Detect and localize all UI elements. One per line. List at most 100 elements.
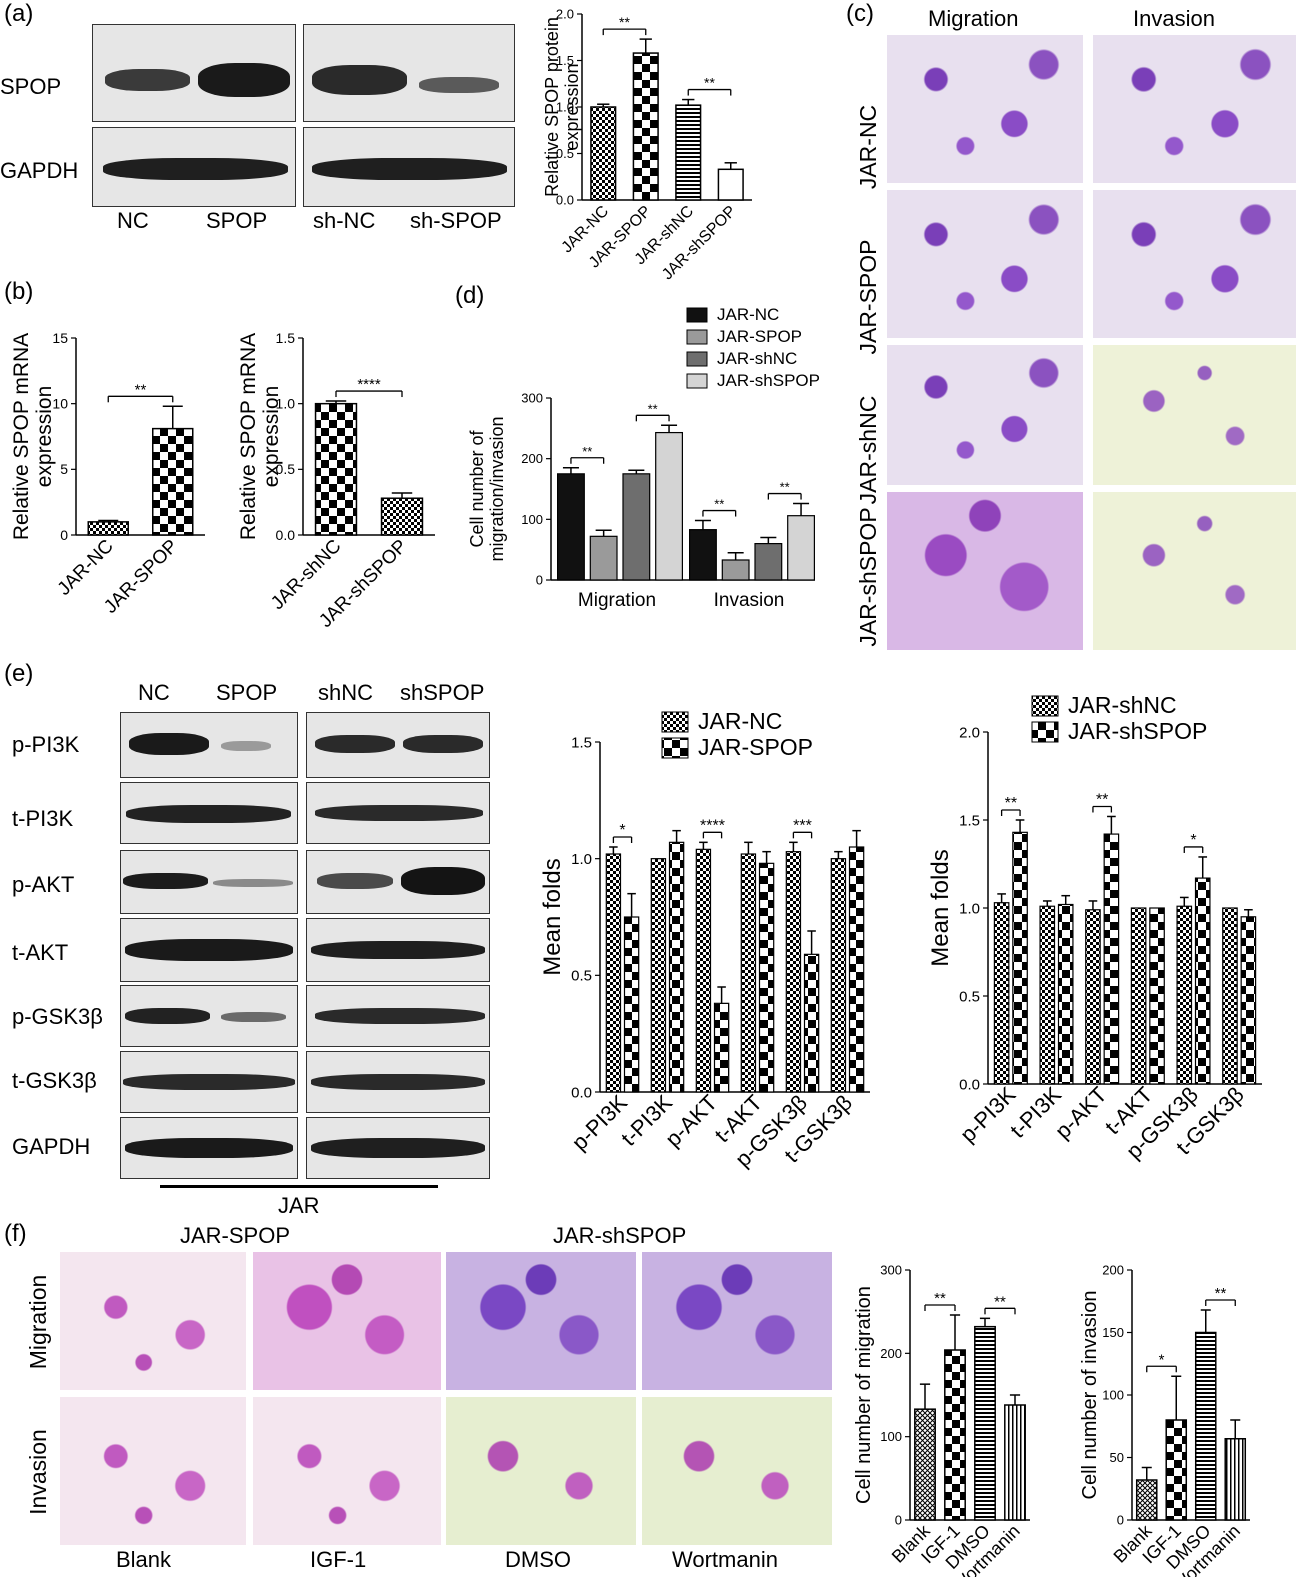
legend-label: JAR-shNC xyxy=(1068,692,1177,718)
x-tick-label: JAR-shSPOP xyxy=(659,203,740,284)
bar xyxy=(650,858,667,1093)
y-axis-label: Relative SPOP mRNA xyxy=(237,333,260,540)
blot-a-lane-label: sh-SPOP xyxy=(410,208,502,233)
significance-label: ** xyxy=(648,401,658,416)
micrograph xyxy=(60,1397,246,1545)
significance-label: ** xyxy=(934,1290,946,1307)
bar xyxy=(675,104,702,201)
bar xyxy=(590,106,617,201)
micrograph xyxy=(887,345,1083,485)
y-tick-label: 0 xyxy=(60,527,68,543)
bar xyxy=(1130,907,1147,1085)
bar xyxy=(754,543,783,581)
y-tick-label: 5 xyxy=(60,461,68,477)
significance-label: ** xyxy=(704,75,715,91)
blot-image xyxy=(120,985,298,1047)
bar xyxy=(1240,916,1257,1085)
y-tick-label: 200 xyxy=(1102,1263,1124,1278)
x-tick-label: Migration xyxy=(578,590,656,611)
blot-image xyxy=(120,1051,298,1113)
y-tick-label: 300 xyxy=(880,1263,902,1278)
y-tick-label: 0.5 xyxy=(556,146,574,161)
micro-f-group-label: JAR-shSPOP xyxy=(553,1223,687,1248)
y-tick-label: 1.5 xyxy=(276,330,296,346)
micrograph xyxy=(887,35,1083,183)
blot-e-row-label: t-GSK3β xyxy=(12,1068,97,1093)
micrograph xyxy=(1093,190,1296,338)
micrograph xyxy=(446,1397,636,1545)
y-axis-label: Relative SPOP mRNA xyxy=(10,333,33,540)
micro-f-group-label: JAR-SPOP xyxy=(180,1223,291,1248)
blot-e-row-label: p-PI3K xyxy=(12,732,80,757)
y-tick-label: 0 xyxy=(536,573,543,588)
legend-swatch xyxy=(1031,695,1059,717)
blot-image xyxy=(306,1117,490,1179)
bar xyxy=(944,1349,966,1521)
blot-e-row-label: p-AKT xyxy=(12,872,75,897)
significance-label: ** xyxy=(1005,795,1017,812)
bar xyxy=(785,851,802,1093)
y-tick-label: 0.5 xyxy=(571,968,592,985)
bar xyxy=(1004,1404,1026,1521)
micro-f-col-label: Wortmanin xyxy=(672,1547,778,1572)
blot-image xyxy=(306,1051,490,1113)
micro-c-row-label: JAR-NC xyxy=(855,105,881,189)
y-tick-label: 0.5 xyxy=(959,988,980,1005)
blot-image xyxy=(120,918,298,982)
blot-image xyxy=(306,782,490,844)
y-tick-label: 0 xyxy=(1117,1513,1124,1528)
legend-label: JAR-SPOP xyxy=(717,327,802,346)
legend-swatch xyxy=(686,329,708,345)
bar xyxy=(974,1325,996,1521)
bar xyxy=(668,841,685,1093)
micrograph xyxy=(253,1397,441,1545)
legend-label: JAR-shSPOP xyxy=(1068,718,1207,744)
blot-e-lane-label: shNC xyxy=(318,680,374,705)
significance-label: * xyxy=(1159,1351,1165,1368)
legend-label: JAR-SPOP xyxy=(698,734,813,760)
y-tick-label: 100 xyxy=(1102,1388,1124,1403)
micrograph xyxy=(446,1252,636,1390)
blot-e-lane-label: SPOP xyxy=(216,680,278,705)
y-tick-label: 0.5 xyxy=(276,461,296,477)
legend-swatch xyxy=(661,711,689,733)
y-tick-label: 1.0 xyxy=(556,100,574,115)
significance-label: ** xyxy=(994,1293,1006,1310)
significance-label: ** xyxy=(714,497,724,512)
bar xyxy=(556,473,585,581)
bar xyxy=(830,858,847,1093)
bar xyxy=(914,1408,936,1521)
y-tick-label: 300 xyxy=(521,391,543,406)
bar xyxy=(717,168,744,201)
bar xyxy=(1135,1479,1158,1521)
panel-label-a: (a) xyxy=(4,0,34,27)
legend-label: JAR-NC xyxy=(717,305,779,324)
y-tick-label: 1.0 xyxy=(571,851,592,868)
y-axis-label: expression xyxy=(260,386,283,488)
bar xyxy=(632,52,659,201)
significance-label: ** xyxy=(582,444,592,459)
micrograph xyxy=(60,1252,246,1390)
blot-a-row-label: SPOP xyxy=(0,74,62,99)
chart-d-migration-invasion: 0 100 200 300 Cell number of migration/invasi… xyxy=(467,305,820,611)
blot-image xyxy=(306,712,490,778)
y-tick-label: 0 xyxy=(895,1513,902,1528)
y-axis-label: Cell number of invasion xyxy=(1079,1291,1101,1500)
bar xyxy=(740,853,757,1093)
micro-f-col-label: Blank xyxy=(116,1547,172,1572)
micrograph xyxy=(253,1252,441,1390)
x-tick-label: p-AKT xyxy=(660,1090,722,1152)
y-tick-label: 200 xyxy=(521,451,543,466)
y-axis-label: Mean folds xyxy=(539,858,566,975)
micro-c-row-label: JAR-shSPOP xyxy=(855,507,881,646)
bar xyxy=(713,1002,730,1093)
micro-c-row-labels: JAR-NC JAR-SPOP JAR-shNC JAR-shSPOP xyxy=(855,105,881,647)
blot-image xyxy=(306,850,490,914)
bar xyxy=(1103,833,1120,1085)
bar xyxy=(848,846,865,1093)
bar xyxy=(1165,1419,1188,1521)
y-tick-label: 2.0 xyxy=(959,724,980,741)
chart-b-mrna-spop: 0 5 10 15 Relative SPOP mRNA expression JAR-NC… xyxy=(10,330,205,618)
